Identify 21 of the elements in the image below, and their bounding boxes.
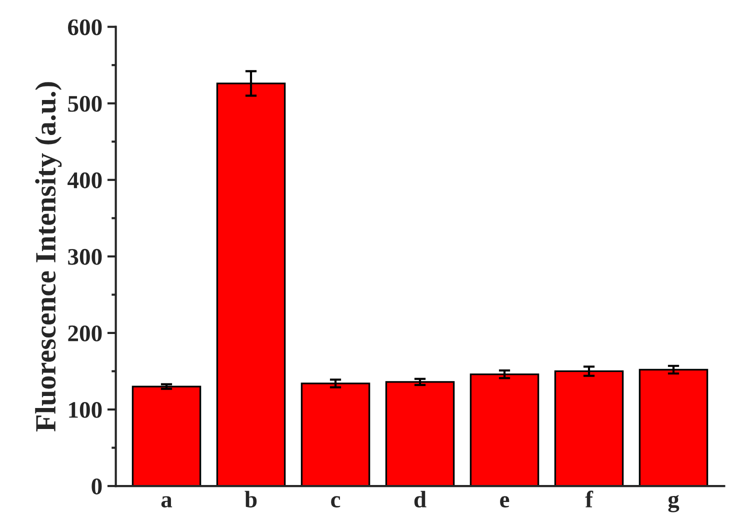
bar [385, 381, 455, 486]
y-tick-label: 0 [92, 478, 102, 494]
x-tick-label: a [161, 496, 172, 508]
bar [470, 373, 540, 486]
x-tick-label: f [585, 490, 594, 508]
x-tick-label: g [668, 494, 680, 512]
x-tick-label: e [500, 496, 510, 508]
x-tick-label: d [414, 490, 426, 508]
y-tick-label: 100 [69, 402, 102, 418]
x-tick-label: c [331, 496, 340, 508]
bar [300, 382, 370, 486]
bar [132, 386, 202, 486]
x-tick-label: b [244, 490, 257, 508]
y-tick-label: 500 [68, 96, 102, 112]
y-axis-title: Fluorescence Intensity (a.u.) [35, 82, 62, 432]
y-tick-label: 200 [68, 325, 102, 342]
bar [554, 370, 624, 486]
bar [638, 368, 708, 486]
y-tick-label: 600 [68, 19, 102, 36]
y-tick-label: 300 [68, 248, 102, 265]
y-tick-label: 400 [68, 172, 102, 188]
